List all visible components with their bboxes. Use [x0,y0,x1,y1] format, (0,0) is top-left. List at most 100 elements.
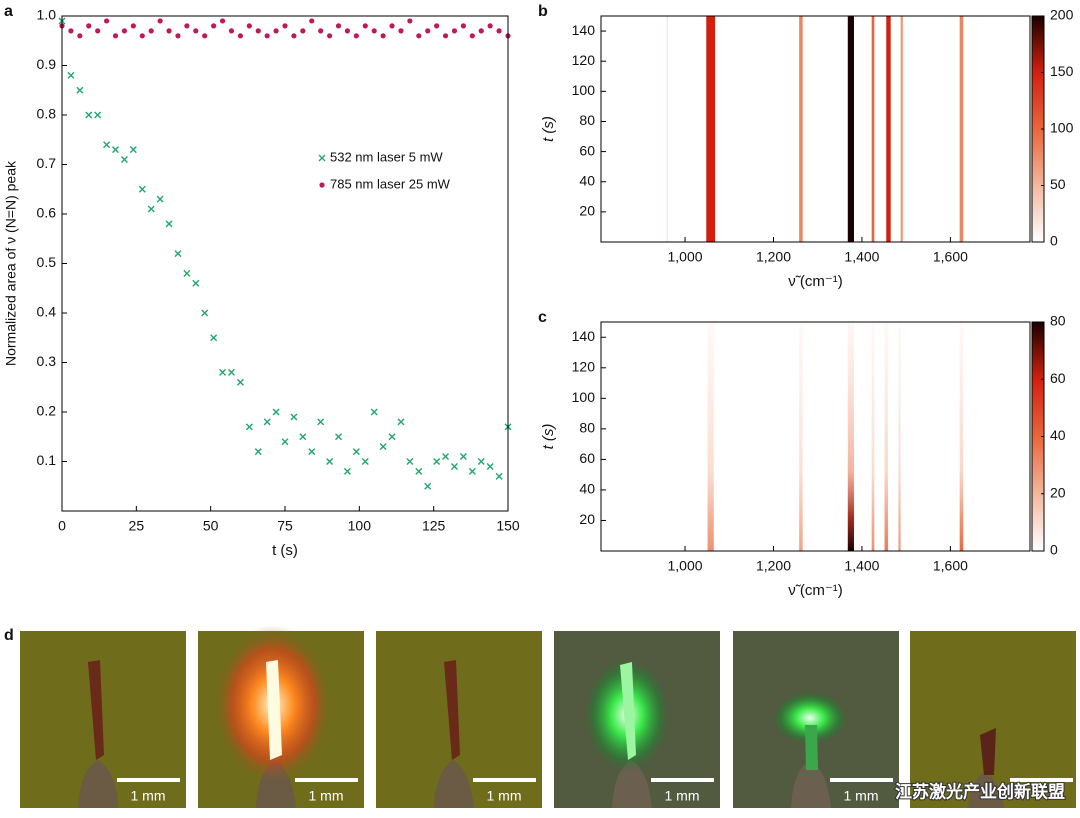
colorbar-tick-label: 50 [1050,176,1066,192]
x-tick-label: 25 [129,518,145,534]
band [799,322,803,551]
point [104,18,110,24]
colorbar-tick-label: 60 [1050,370,1066,386]
holder [791,760,831,808]
point [407,18,413,24]
x-tick-label: 150 [496,518,520,534]
point [246,23,252,29]
holder [968,772,1004,808]
y-axis-label: t (s) [540,424,557,450]
point [451,28,458,34]
point [353,33,359,39]
point [424,482,432,490]
scale-label: 1 mm [844,788,879,804]
y-tick-label: 80 [579,112,595,128]
band [799,16,803,242]
point [468,467,476,475]
x-tick-label: 1,200 [756,249,791,265]
y-axis-label: t (s) [540,116,557,142]
band [847,322,854,551]
y-tick-label: 80 [579,420,595,436]
y-tick-label: 0.4 [37,304,57,320]
x-tick-label: 1,000 [668,249,703,265]
point [389,23,395,29]
y-tick-label: 40 [579,172,595,188]
point [496,28,502,34]
point [486,462,494,470]
legend-marker [318,154,326,162]
point [76,86,84,94]
y-tick-label: 0.9 [37,56,57,72]
point [112,33,119,39]
panel-label: a [4,3,13,20]
point [112,146,120,154]
y-tick-label: 0.6 [37,205,57,221]
x-tick-label: 125 [422,518,446,534]
colorbar-tick-label: 100 [1050,120,1074,136]
y-tick-label: 60 [579,142,595,158]
y-axis-label: Normalized area of ν (N=N) peak [3,160,19,366]
point [397,418,405,426]
point [299,433,307,441]
y-tick-label: 0.8 [37,106,57,122]
point [478,28,484,34]
point [193,28,199,34]
point [415,467,423,475]
point [77,33,83,39]
panel-label: b [538,3,548,20]
point [156,195,164,203]
point [263,418,271,426]
legend-label: 532 nm laser 5 mW [330,149,443,164]
y-tick-label: 0.7 [37,155,57,171]
point [183,269,191,277]
legend-marker [319,182,325,188]
point [281,438,289,446]
x-tick-label: 1,600 [933,249,968,265]
point [121,28,128,34]
point [211,23,217,29]
point [68,28,74,34]
panel-label: d [4,627,14,644]
point [308,448,316,456]
glow [770,690,850,746]
point [442,33,449,39]
point [425,28,431,34]
x-tick-label: 1,400 [844,249,879,265]
y-tick-label: 40 [579,481,595,497]
point [120,156,128,164]
sample [266,660,282,760]
colorbar-tick-label: 80 [1050,313,1066,329]
scale-label: 1 mm [487,788,522,804]
point [184,23,190,29]
point [254,448,262,456]
y-tick-label: 100 [572,82,596,98]
point [245,423,253,431]
y-tick-label: 100 [572,389,596,405]
point [282,23,288,29]
point [327,33,333,39]
x-tick-label: 100 [348,518,372,534]
colorbar-tick-label: 0 [1050,542,1058,558]
y-tick-label: 140 [572,22,596,38]
y-tick-label: 0.1 [37,452,57,468]
point [219,18,226,24]
point [202,33,208,39]
point [398,28,404,34]
point [236,378,244,386]
band [898,322,901,551]
y-tick-label: 60 [579,450,595,466]
band [666,16,669,242]
point [477,458,485,465]
point [380,33,386,39]
point [335,433,343,441]
photo-row: 1 mm 1 mm 1 mm 1 mm 1 mm 江苏激光产业创新联盟 d [4,625,1076,808]
plot-frame [600,321,1031,552]
scale-label: 1 mm [665,788,700,804]
y-tick-label: 120 [572,359,596,375]
watermark: 江苏激光产业创新联盟 [895,781,1065,801]
point [165,220,173,228]
panel-label: c [538,309,547,326]
band [706,16,716,242]
x-tick-label: 50 [203,518,219,534]
point [85,111,93,119]
